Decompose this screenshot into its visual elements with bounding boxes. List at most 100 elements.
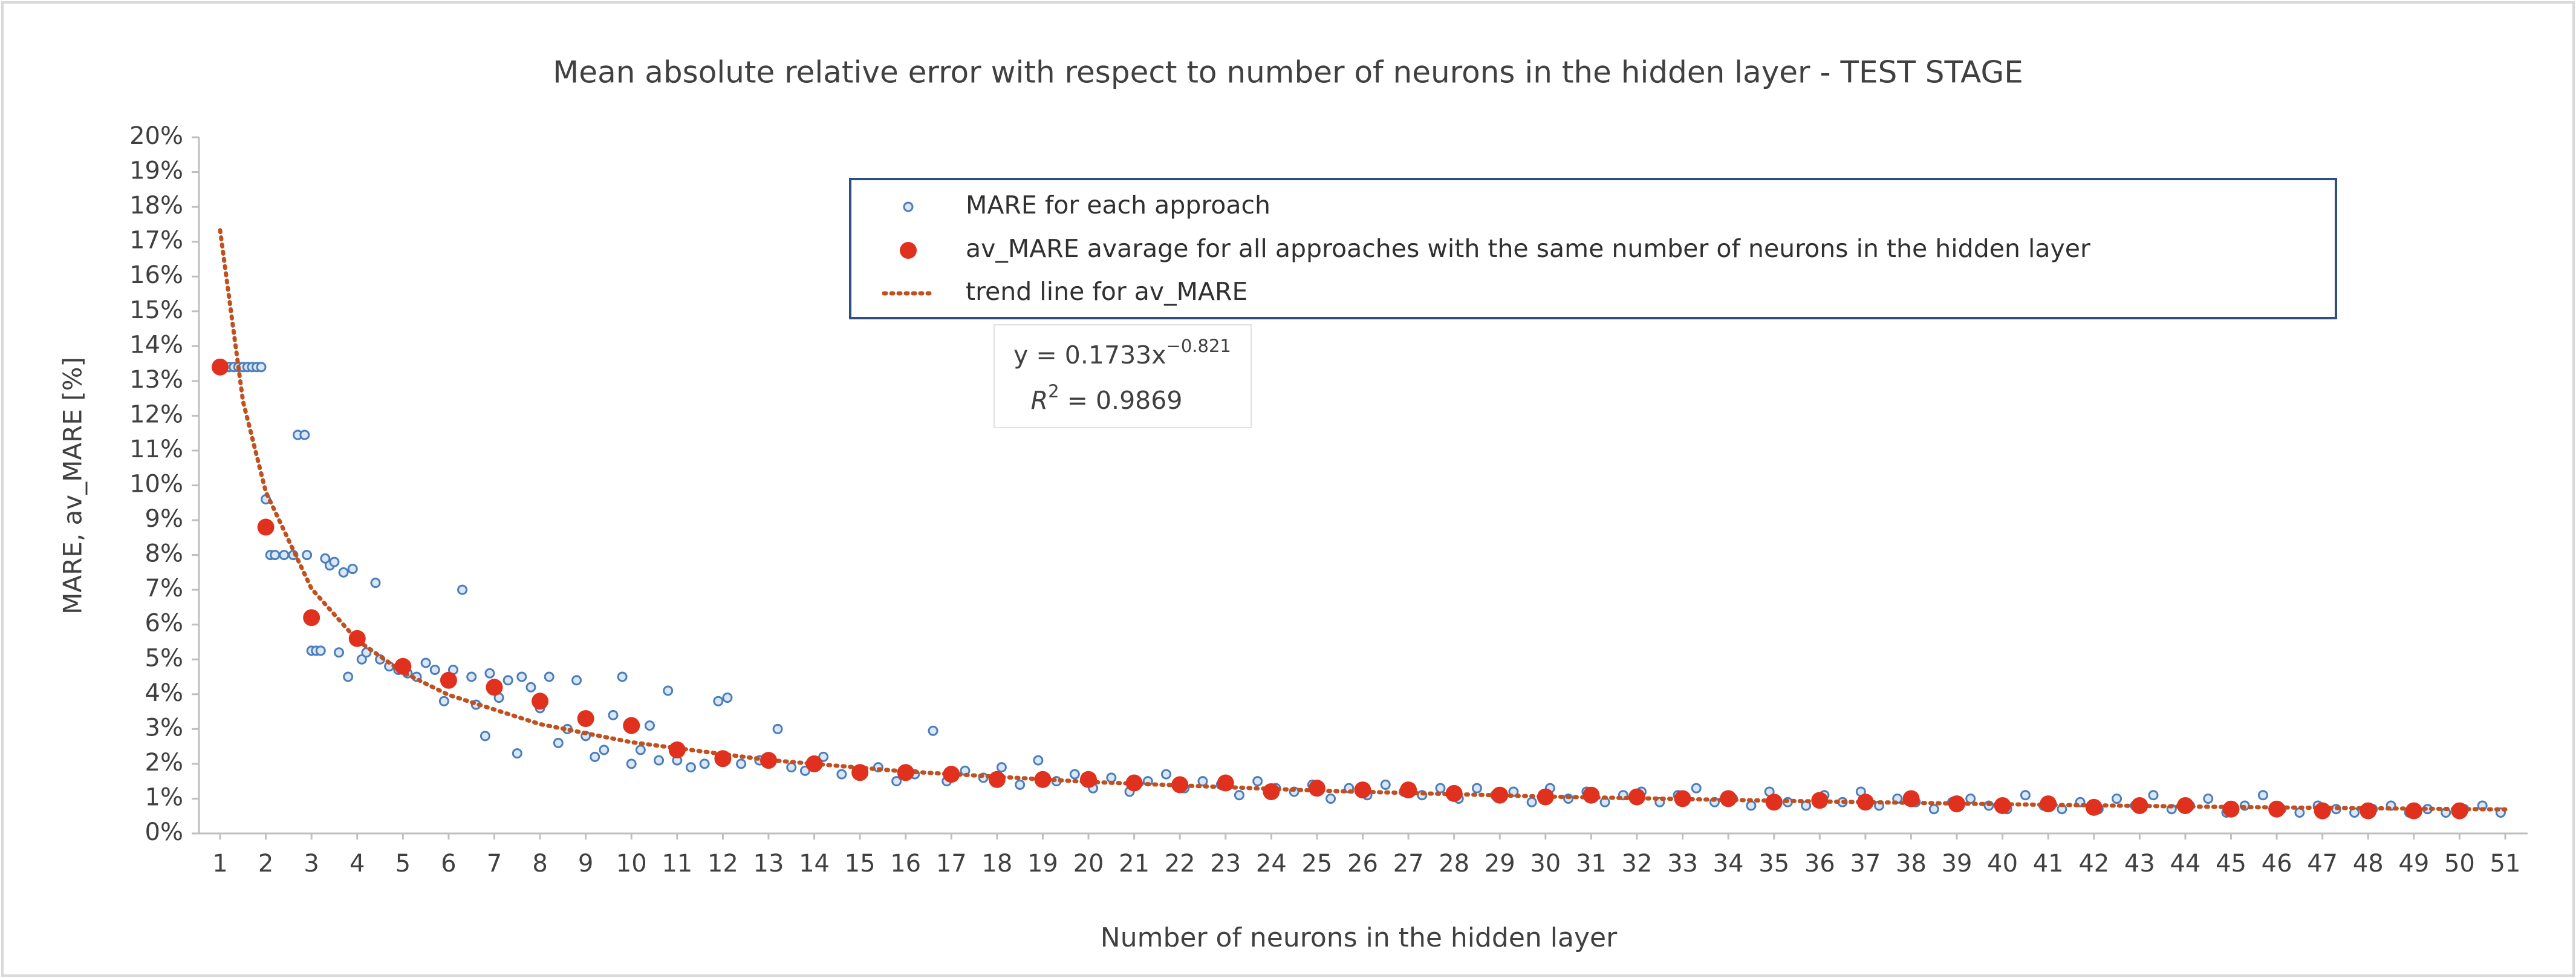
av-mare-point [1491, 786, 1509, 804]
mare-point [516, 671, 527, 682]
x-tick-label: 3 [304, 850, 319, 878]
legend-symbol [903, 201, 914, 212]
mare-point [996, 762, 1007, 773]
mare-point [1033, 755, 1044, 766]
mare-point [799, 765, 810, 776]
x-tick-label: 27 [1393, 850, 1424, 878]
legend-symbol [900, 242, 917, 259]
x-tick-label: 19 [1027, 850, 1058, 878]
y-tick-label: 1% [145, 783, 183, 811]
av-mare-point [1445, 784, 1463, 802]
mare-point [1928, 804, 1939, 815]
mare-point [1197, 776, 1208, 787]
mare-point [370, 578, 381, 588]
y-tick-label: 4% [145, 679, 183, 707]
x-tick-label: 5 [395, 850, 411, 878]
av-mare-point [1856, 794, 1874, 811]
equation-base: y = 0.1733x [1013, 341, 1166, 370]
y-tick-label: 10% [129, 471, 183, 498]
x-tick-label: 48 [2353, 850, 2384, 878]
mare-point [786, 762, 797, 773]
av-mare-point [988, 771, 1006, 788]
mare-point [891, 776, 902, 787]
mare-point [2203, 793, 2214, 804]
equation-box [994, 324, 1252, 428]
mare-point [722, 693, 733, 703]
av-mare-point [2176, 797, 2194, 814]
x-tick-label: 14 [799, 850, 830, 878]
av-mare-point [623, 717, 640, 734]
y-tick-label: 11% [129, 435, 183, 463]
mare-point [644, 720, 655, 731]
av-mare-point [851, 764, 869, 781]
mare-point [343, 671, 354, 682]
mare-point [599, 745, 610, 755]
mare-point [685, 762, 696, 773]
x-tick-label: 31 [1576, 850, 1607, 878]
x-tick-label: 9 [578, 850, 593, 878]
x-tick-label: 37 [1850, 850, 1881, 878]
av-mare-point [943, 766, 960, 783]
y-tick-label: 8% [145, 540, 183, 568]
legend-box [849, 178, 2337, 319]
mare-point [1325, 793, 1336, 804]
x-tick-label: 15 [845, 850, 876, 878]
mare-point [654, 755, 665, 766]
av-mare-point [1400, 781, 1417, 799]
mare-point [635, 745, 646, 755]
r2-exponent: 2 [1048, 381, 1059, 402]
y-tick-label: 19% [129, 157, 183, 185]
trend-equation: y = 0.1733x−0.821 [1013, 336, 1231, 370]
av-mare-point [2085, 798, 2103, 816]
av-mare-point [1994, 797, 2011, 814]
y-tick-label: 6% [145, 610, 183, 637]
x-tick-label: 25 [1301, 850, 1332, 878]
mare-point [315, 645, 326, 656]
mare-point [299, 429, 310, 440]
legend-label: trend line for av_MARE [966, 277, 1247, 306]
x-tick-label: 39 [1942, 850, 1973, 878]
mare-point [772, 723, 783, 734]
mare-point [1526, 797, 1537, 807]
x-tick-label: 16 [890, 850, 921, 878]
mare-point [590, 751, 600, 762]
y-tick-label: 20% [129, 122, 183, 150]
mare-point [320, 553, 331, 564]
x-tick-label: 34 [1713, 850, 1744, 878]
av-mare-point [577, 710, 594, 728]
x-tick-label: 28 [1439, 850, 1469, 878]
av-mare-point [1902, 790, 1920, 807]
y-tick-label: 17% [129, 227, 183, 255]
x-tick-label: 7 [487, 850, 502, 878]
mare-point [279, 550, 290, 561]
av-mare-point [2222, 800, 2240, 818]
x-tick-label: 18 [981, 850, 1012, 878]
mare-point [480, 731, 490, 742]
r2-symbol: R [1031, 386, 1049, 415]
y-tick-label: 18% [129, 192, 183, 220]
x-tick-label: 1 [212, 850, 227, 878]
mare-point [626, 758, 637, 769]
mare-point [256, 362, 267, 373]
mare-point [525, 682, 536, 693]
mare-point [1965, 793, 1976, 804]
mare-point [736, 758, 747, 769]
x-tick-label: 47 [2307, 850, 2338, 878]
x-tick-label: 17 [936, 850, 967, 878]
x-tick-label: 12 [707, 850, 738, 878]
x-tick-label: 8 [532, 850, 547, 878]
x-tick-label: 11 [662, 850, 692, 878]
mare-point [1161, 769, 1172, 780]
mare-point [270, 550, 281, 561]
mare-point [1069, 769, 1080, 780]
av-mare-point [1674, 790, 1691, 807]
mare-point [438, 696, 449, 706]
mare-point [420, 657, 431, 668]
av-mare-point [759, 752, 777, 769]
av-mare-point [1582, 786, 1600, 804]
mare-point [713, 696, 724, 706]
r2-value: = 0.9869 [1059, 386, 1183, 415]
x-tick-label: 35 [1758, 850, 1789, 878]
